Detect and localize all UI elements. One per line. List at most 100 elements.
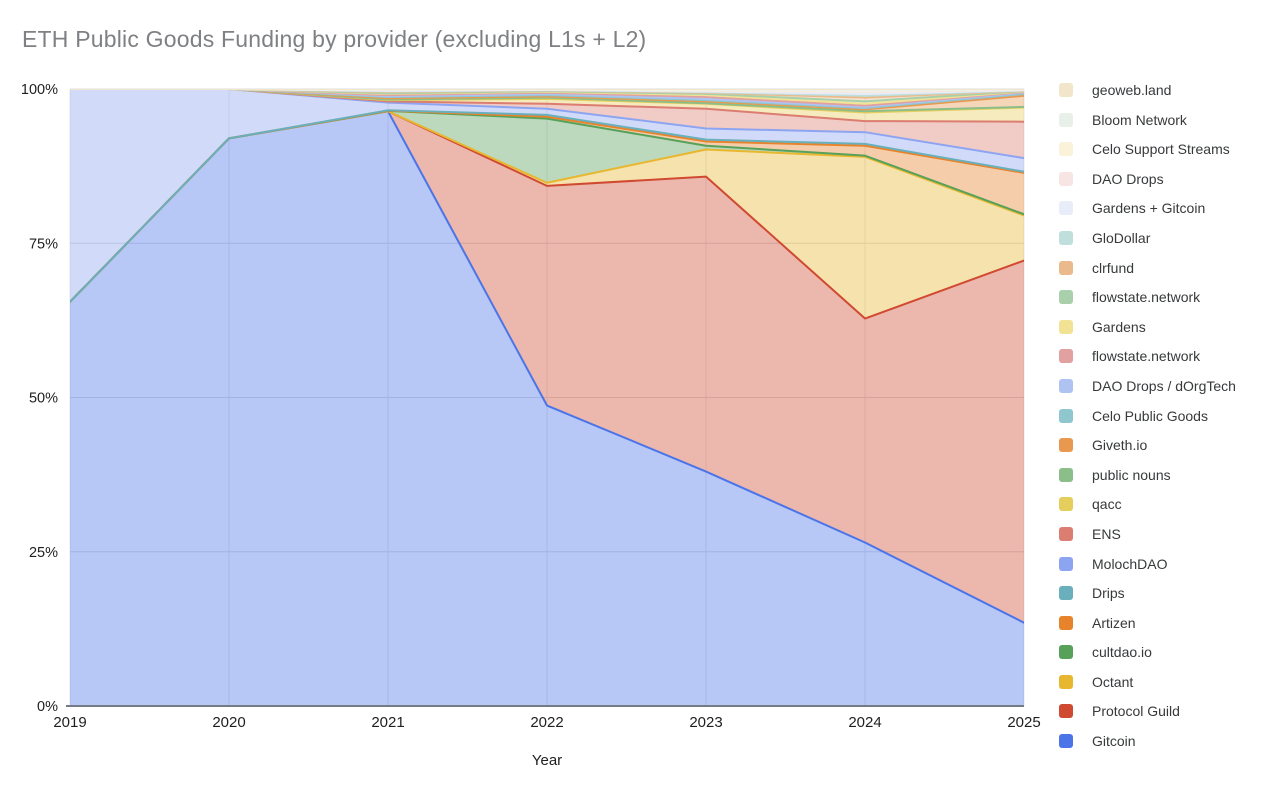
legend-swatch-s3-cultdao-io: [1059, 645, 1073, 660]
legend-label-s22-geoweb-land: geoweb.land: [1092, 82, 1172, 98]
legend-swatch-s8-qacc: [1059, 497, 1073, 512]
legend-label-s6-molochdao: MolochDAO: [1092, 555, 1168, 572]
legend-item-s2-octant: Octant: [1059, 673, 1236, 690]
y-tick-label-75: 75%: [29, 236, 58, 252]
area-s8-qacc: [70, 89, 1024, 122]
legend-swatch-s16-clrfund: [1059, 260, 1073, 275]
legend-label-s3-cultdao-io: cultdao.io: [1092, 644, 1152, 661]
x-tick-label-2024: 2024: [848, 714, 881, 731]
legend-swatch-s1-protocol-guild: [1059, 704, 1073, 719]
x-tick-label-2023: 2023: [689, 714, 722, 731]
legend-label-s2-octant: Octant: [1092, 673, 1134, 690]
legend-swatch-s20-celo-support-streams: [1059, 142, 1073, 157]
area-s1-protocol-guild: [70, 111, 1024, 623]
x-tick-label-2025: 2025: [1007, 714, 1040, 731]
legend-item-s1-protocol-guild: Protocol Guild: [1059, 703, 1236, 720]
line-s11-celo-public-goods: [70, 89, 1024, 110]
legend-swatch-s4-artizen: [1059, 615, 1073, 630]
x-tick-label-2022: 2022: [530, 714, 563, 731]
y-tick-label-25: 25%: [29, 545, 58, 561]
legend-swatch-s21-bloom-network: [1059, 112, 1073, 127]
y-tick-label-50: 50%: [29, 391, 58, 407]
legend-label-s8-qacc: qacc: [1092, 496, 1122, 513]
x-tick-label-2019: 2019: [53, 714, 86, 731]
legend-label-s5-drips: Drips: [1092, 585, 1125, 602]
area-s2-octant: [70, 111, 1024, 319]
x-axis-title: Year: [532, 752, 562, 769]
legend-item-s13-flowstate-network: flowstate.network: [1059, 348, 1236, 365]
legend-label-s16-clrfund: clrfund: [1092, 259, 1135, 276]
legend-swatch-s13-flowstate-network: [1059, 349, 1073, 364]
legend-swatch-s18-gardens-gitcoin: [1059, 201, 1073, 216]
legend-label-s11-celo-public-goods: Celo Public Goods: [1092, 407, 1208, 424]
legend-item-s10-giveth-io: Giveth.io: [1059, 437, 1236, 454]
legend-label-s10-giveth-io: Giveth.io: [1092, 437, 1148, 454]
area-s0-gitcoin: [70, 111, 1024, 707]
legend-item-s6-molochdao: MolochDAO: [1059, 555, 1236, 572]
line-s6-molochdao: [70, 89, 1024, 160]
legend-item-s14-gardens: Gardens: [1059, 318, 1236, 335]
legend-label-s21-bloom-network: Bloom Network: [1092, 111, 1187, 128]
legend-swatch-s9-public-nouns: [1059, 467, 1073, 482]
legend-swatch-s6-molochdao: [1059, 556, 1073, 571]
legend-item-s0-gitcoin: Gitcoin: [1059, 733, 1236, 750]
legend-item-s12-dao-drops-dorgtech: DAO Drops / dOrgTech: [1059, 377, 1236, 394]
legend-label-s7-ens: ENS: [1092, 525, 1121, 542]
legend-item-s22-geoweb-land: geoweb.land: [1059, 82, 1236, 98]
legend-label-s13-flowstate-network: flowstate.network: [1092, 348, 1201, 365]
line-s8-qacc: [70, 89, 1024, 114]
legend-item-s11-celo-public-goods: Celo Public Goods: [1059, 407, 1236, 424]
boundary-lines: [70, 89, 1024, 624]
legend-label-s1-protocol-guild: Protocol Guild: [1092, 703, 1180, 720]
legend-item-s8-qacc: qacc: [1059, 496, 1236, 513]
chart-title: ETH Public Goods Funding by provider (ex…: [22, 26, 647, 52]
legend-item-s16-clrfund: clrfund: [1059, 259, 1236, 276]
legend-item-s20-celo-support-streams: Celo Support Streams: [1059, 141, 1236, 158]
area-s3-cultdao-io: [70, 110, 1024, 302]
line-s9-public-nouns: [70, 89, 1024, 113]
legend-swatch-s7-ens: [1059, 526, 1073, 541]
legend-label-s19-dao-drops: DAO Drops: [1092, 170, 1164, 187]
legend-item-s9-public-nouns: public nouns: [1059, 466, 1236, 483]
legend-swatch-s19-dao-drops: [1059, 171, 1073, 186]
line-s7-ens: [70, 89, 1024, 123]
legend-item-s7-ens: ENS: [1059, 525, 1236, 542]
legend-swatch-s17-glodollar: [1059, 230, 1073, 245]
x-tick-label-2021: 2021: [371, 714, 404, 731]
legend-swatch-s11-celo-public-goods: [1059, 408, 1073, 423]
legend-label-s18-gardens-gitcoin: Gardens + Gitcoin: [1092, 200, 1206, 217]
legend-label-s17-glodollar: GloDollar: [1092, 229, 1151, 246]
legend-label-s12-dao-drops-dorgtech: DAO Drops / dOrgTech: [1092, 377, 1236, 394]
legend-label-s20-celo-support-streams: Celo Support Streams: [1092, 141, 1230, 158]
legend-item-s17-glodollar: GloDollar: [1059, 229, 1236, 246]
legend-label-s4-artizen: Artizen: [1092, 614, 1136, 631]
legend-swatch-s2-octant: [1059, 674, 1073, 689]
legend-label-s0-gitcoin: Gitcoin: [1092, 733, 1136, 750]
legend-item-s19-dao-drops: DAO Drops: [1059, 170, 1236, 187]
legend-label-s14-gardens: Gardens: [1092, 318, 1146, 335]
legend-swatch-s0-gitcoin: [1059, 734, 1073, 749]
area-s6-molochdao: [70, 89, 1024, 302]
area-s7-ens: [70, 89, 1024, 159]
chart-legend: geoweb.land Bloom Network Celo Support Str…: [1059, 82, 1236, 764]
legend-label-s9-public-nouns: public nouns: [1092, 466, 1171, 483]
legend-swatch-s10-giveth-io: [1059, 438, 1073, 453]
legend-swatch-s14-gardens: [1059, 319, 1073, 334]
legend-label-s15-flowstate-network: flowstate.network: [1092, 289, 1201, 306]
legend-item-s5-drips: Drips: [1059, 585, 1236, 602]
line-s10-giveth-io: [70, 89, 1024, 111]
legend-swatch-s12-dao-drops-dorgtech: [1059, 378, 1073, 393]
x-tick-label-2020: 2020: [212, 714, 245, 731]
line-s5-drips: [70, 109, 1024, 303]
legend-item-s15-flowstate-network: flowstate.network: [1059, 289, 1236, 306]
legend-swatch-s22-geoweb-land: [1059, 83, 1073, 97]
legend-item-s4-artizen: Artizen: [1059, 614, 1236, 631]
line-s12-dao-drops-dorgtech: [70, 89, 1024, 108]
legend-item-s21-bloom-network: Bloom Network: [1059, 111, 1236, 128]
legend-swatch-s15-flowstate-network: [1059, 290, 1073, 305]
y-tick-label-0: 0%: [37, 699, 58, 715]
legend-swatch-s5-drips: [1059, 586, 1073, 601]
